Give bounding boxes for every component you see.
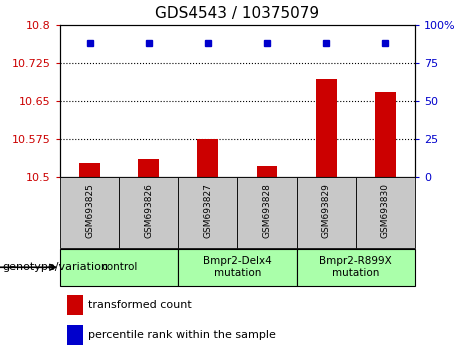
Title: GDS4543 / 10375079: GDS4543 / 10375079: [155, 6, 319, 21]
Text: GSM693828: GSM693828: [262, 183, 272, 239]
Bar: [119, 177, 178, 248]
Bar: [296, 249, 415, 286]
Bar: [237, 177, 296, 248]
Text: GSM693825: GSM693825: [85, 183, 94, 239]
Text: transformed count: transformed count: [89, 300, 192, 310]
Bar: [375, 92, 396, 177]
Text: Bmpr2-Delx4
mutation: Bmpr2-Delx4 mutation: [203, 256, 272, 278]
Bar: [79, 163, 100, 177]
Bar: [257, 166, 278, 177]
Text: Bmpr2-R899X
mutation: Bmpr2-R899X mutation: [319, 256, 392, 278]
Bar: [178, 177, 237, 248]
Bar: [67, 295, 83, 315]
Bar: [67, 325, 83, 346]
Text: GSM693829: GSM693829: [322, 183, 331, 239]
Text: GSM693827: GSM693827: [203, 183, 213, 239]
Bar: [60, 177, 119, 248]
Text: genotype/variation: genotype/variation: [2, 262, 108, 272]
Bar: [60, 249, 178, 286]
Bar: [316, 79, 337, 177]
Text: percentile rank within the sample: percentile rank within the sample: [89, 330, 276, 340]
Bar: [197, 139, 218, 177]
Bar: [296, 177, 356, 248]
Bar: [178, 249, 296, 286]
Bar: [138, 159, 159, 177]
Text: control: control: [101, 262, 137, 272]
Text: GSM693830: GSM693830: [381, 183, 390, 239]
Bar: [356, 177, 415, 248]
Text: GSM693826: GSM693826: [144, 183, 153, 239]
